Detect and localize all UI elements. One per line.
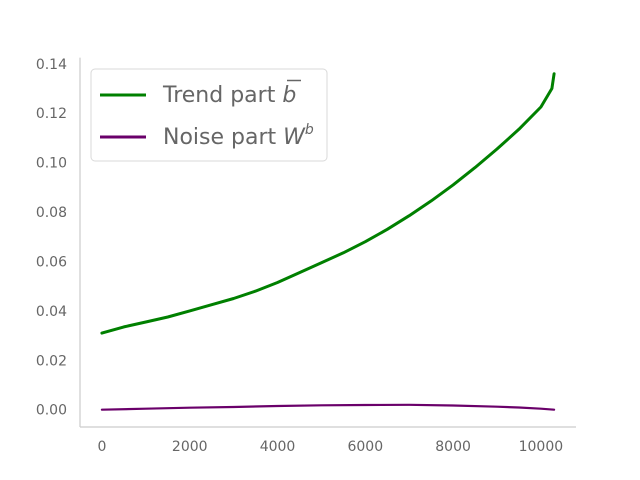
axes: 0 2000 4000 6000 8000 10000 0.000.020.040.060… (36, 57, 576, 455)
y-tick-label: 0.00 (36, 403, 67, 419)
x-tick-labels: 0 2000 4000 6000 8000 10000 (97, 439, 563, 455)
legend-label-noise-text: Noise part (163, 125, 283, 150)
x-tick-label: 0 (97, 439, 106, 455)
legend-label-trend: Trend part b (162, 83, 296, 108)
y-tick-label: 0.06 (36, 254, 67, 270)
y-tick-labels: 0.00 0.02 0.04 0.06 0.08 0.10 0.12 0.14 (36, 57, 67, 419)
y-tick-label: 0.14 (36, 57, 67, 73)
plot-area (100, 72, 556, 411)
y-tick-label: 0.04 (36, 304, 67, 320)
legend: Trend part b Noise part Wb (90, 68, 328, 162)
y-tick-label: 0.10 (36, 156, 67, 172)
x-tick-label: 6000 (347, 439, 383, 455)
legend-label-trend-symbol: b (282, 83, 296, 108)
y-tick-label: 0.08 (36, 205, 67, 221)
series-line-trend (100, 72, 556, 335)
legend-label-noise-symbol: W (283, 125, 306, 150)
legend-label-trend-text: Trend part (162, 83, 282, 108)
y-tick-label: 0.12 (36, 106, 67, 122)
x-tick-label: 2000 (172, 439, 208, 455)
legend-label-noise-superscript: b (305, 122, 314, 138)
x-tick-label: 8000 (435, 439, 471, 455)
legend-frame (90, 68, 328, 162)
series-line-noise (100, 403, 556, 411)
x-tick-label: 10000 (519, 439, 564, 455)
legend-label-noise: Noise part Wb (163, 122, 314, 150)
y-tick-label: 0.02 (36, 353, 67, 369)
x-tick-label: 4000 (260, 439, 296, 455)
